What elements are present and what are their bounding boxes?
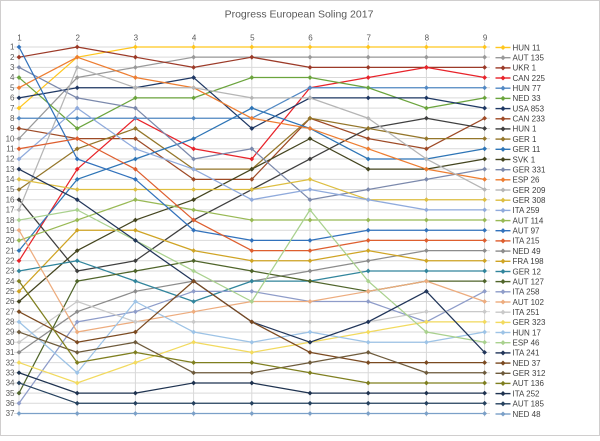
svg-text:NED 37: NED 37 bbox=[513, 359, 542, 368]
svg-text:GER 312: GER 312 bbox=[513, 369, 546, 378]
svg-text:7: 7 bbox=[366, 34, 371, 43]
svg-text:ITA 258: ITA 258 bbox=[513, 288, 541, 297]
svg-text:16: 16 bbox=[6, 195, 15, 204]
svg-text:9: 9 bbox=[10, 124, 15, 133]
svg-text:AUT 97: AUT 97 bbox=[513, 227, 541, 236]
svg-text:37: 37 bbox=[6, 409, 15, 418]
svg-text:8: 8 bbox=[10, 114, 15, 123]
svg-text:ITA 215: ITA 215 bbox=[513, 237, 541, 246]
svg-text:GER 323: GER 323 bbox=[513, 318, 546, 327]
svg-text:USA 853: USA 853 bbox=[513, 104, 545, 113]
svg-text:AUT 135: AUT 135 bbox=[513, 54, 545, 63]
svg-text:4: 4 bbox=[10, 73, 15, 82]
svg-text:HUN 1: HUN 1 bbox=[513, 125, 538, 134]
svg-text:30: 30 bbox=[6, 338, 15, 347]
svg-text:AUT 114: AUT 114 bbox=[513, 216, 544, 225]
svg-text:AUT 127: AUT 127 bbox=[513, 277, 545, 286]
svg-text:27: 27 bbox=[6, 307, 15, 316]
svg-text:32: 32 bbox=[6, 358, 15, 367]
svg-text:ITA 251: ITA 251 bbox=[513, 308, 541, 317]
svg-text:17: 17 bbox=[6, 206, 15, 215]
svg-text:33: 33 bbox=[6, 369, 15, 378]
svg-text:CAN 233: CAN 233 bbox=[513, 115, 546, 124]
svg-text:28: 28 bbox=[6, 318, 15, 327]
svg-text:HUN 11: HUN 11 bbox=[513, 43, 541, 52]
svg-text:24: 24 bbox=[6, 277, 15, 286]
svg-text:GER 308: GER 308 bbox=[513, 196, 546, 205]
svg-text:20: 20 bbox=[6, 236, 15, 245]
svg-text:ESP 26: ESP 26 bbox=[513, 176, 541, 185]
svg-text:36: 36 bbox=[6, 399, 15, 408]
svg-text:Progress European Soling 2017: Progress European Soling 2017 bbox=[225, 9, 374, 21]
svg-text:AUT 185: AUT 185 bbox=[513, 400, 545, 409]
svg-text:ITA 252: ITA 252 bbox=[513, 389, 541, 398]
svg-text:HUN 17: HUN 17 bbox=[513, 328, 542, 337]
svg-text:NED 49: NED 49 bbox=[513, 247, 542, 256]
svg-text:6: 6 bbox=[308, 34, 313, 43]
svg-text:3: 3 bbox=[134, 34, 139, 43]
svg-text:3: 3 bbox=[10, 63, 15, 72]
svg-text:22: 22 bbox=[6, 257, 15, 266]
svg-text:SVK 1: SVK 1 bbox=[513, 155, 536, 164]
svg-text:GER 331: GER 331 bbox=[513, 166, 546, 175]
svg-text:23: 23 bbox=[6, 267, 15, 276]
svg-text:19: 19 bbox=[6, 226, 15, 235]
svg-text:18: 18 bbox=[6, 216, 15, 225]
svg-text:31: 31 bbox=[6, 348, 15, 357]
svg-text:CAN 225: CAN 225 bbox=[513, 74, 546, 83]
svg-text:9: 9 bbox=[483, 34, 488, 43]
svg-text:7: 7 bbox=[10, 104, 15, 113]
svg-text:GER 1: GER 1 bbox=[513, 135, 538, 144]
svg-text:8: 8 bbox=[425, 34, 430, 43]
svg-text:ITA 241: ITA 241 bbox=[513, 349, 541, 358]
svg-text:ESP 46: ESP 46 bbox=[513, 339, 541, 348]
svg-text:NED 48: NED 48 bbox=[513, 410, 542, 419]
svg-text:AUT 136: AUT 136 bbox=[513, 379, 545, 388]
svg-text:4: 4 bbox=[192, 34, 197, 43]
svg-text:5: 5 bbox=[10, 83, 15, 92]
svg-text:14: 14 bbox=[6, 175, 15, 184]
svg-text:ITA 259: ITA 259 bbox=[513, 206, 541, 215]
svg-text:35: 35 bbox=[6, 389, 15, 398]
svg-text:26: 26 bbox=[6, 297, 15, 306]
svg-text:25: 25 bbox=[6, 287, 15, 296]
svg-text:12: 12 bbox=[6, 155, 15, 164]
svg-text:10: 10 bbox=[6, 134, 15, 143]
svg-text:NED 33: NED 33 bbox=[513, 94, 542, 103]
svg-text:21: 21 bbox=[6, 246, 15, 255]
svg-text:GER 11: GER 11 bbox=[513, 145, 541, 154]
svg-text:29: 29 bbox=[6, 328, 15, 337]
svg-text:2: 2 bbox=[10, 53, 15, 62]
svg-text:15: 15 bbox=[6, 185, 15, 194]
svg-text:1: 1 bbox=[17, 34, 22, 43]
svg-text:1: 1 bbox=[10, 43, 15, 52]
svg-text:HUN 77: HUN 77 bbox=[513, 84, 542, 93]
svg-text:13: 13 bbox=[6, 165, 15, 174]
svg-text:11: 11 bbox=[6, 145, 15, 154]
svg-text:6: 6 bbox=[10, 94, 15, 103]
svg-text:AUT 102: AUT 102 bbox=[513, 298, 545, 307]
svg-text:UKR 1: UKR 1 bbox=[513, 64, 537, 73]
svg-text:FRA 198: FRA 198 bbox=[513, 257, 545, 266]
svg-text:2: 2 bbox=[75, 34, 80, 43]
svg-text:5: 5 bbox=[250, 34, 255, 43]
svg-text:GER 12: GER 12 bbox=[513, 267, 542, 276]
svg-text:GER 209: GER 209 bbox=[513, 186, 546, 195]
svg-text:34: 34 bbox=[6, 379, 15, 388]
